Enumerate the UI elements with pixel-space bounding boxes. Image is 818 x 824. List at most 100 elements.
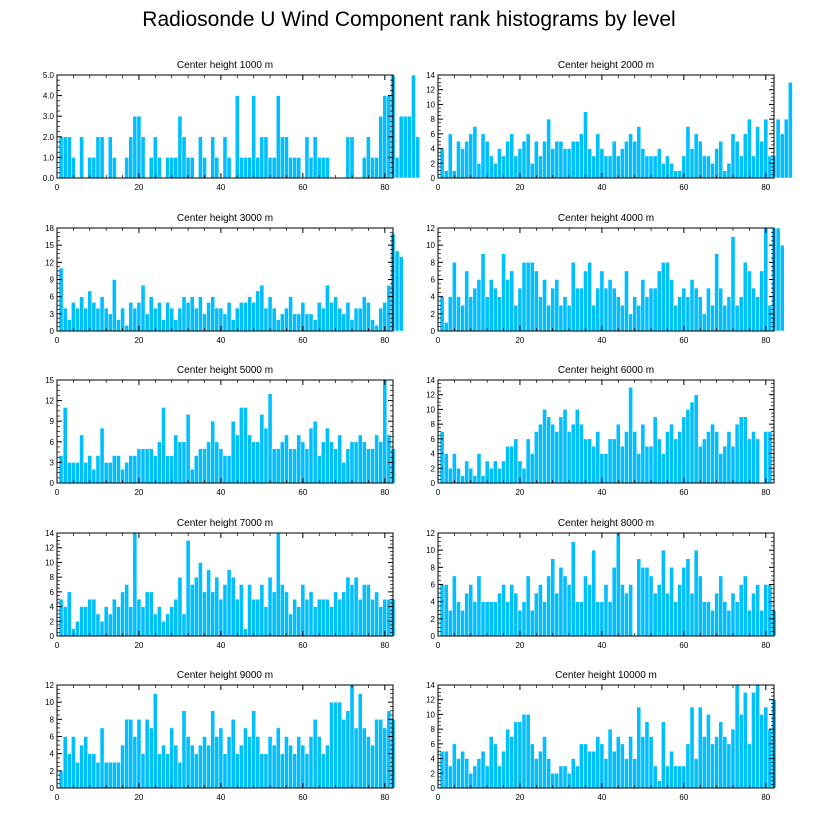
histogram-bar	[755, 684, 760, 789]
histogram-bar	[472, 126, 478, 179]
histogram-bar	[759, 714, 765, 789]
histogram-bar	[308, 313, 314, 332]
x-tick-label: 40	[216, 488, 225, 497]
x-tick-label: 0	[436, 336, 441, 345]
histogram-bar	[464, 460, 469, 484]
histogram-bar	[714, 592, 719, 637]
histogram-bar	[697, 296, 703, 332]
panel-title: Center height 1000 m	[177, 60, 273, 71]
histogram-bar	[234, 598, 240, 637]
histogram-bar	[394, 157, 400, 179]
histogram-bar	[194, 576, 199, 637]
histogram-bar	[447, 133, 453, 179]
histogram-bar	[501, 584, 506, 637]
histogram-panel: 0 2 4 6 8 10 12 14 0 20 40 60 80 Center height 7000 m	[45, 518, 396, 650]
histogram-bar	[259, 284, 265, 332]
histogram-bar	[247, 434, 252, 484]
histogram-bar	[611, 567, 617, 637]
y-tick-label: 0	[431, 784, 436, 793]
histogram-bar	[341, 591, 347, 637]
histogram-bar	[206, 569, 211, 637]
histogram-bar	[550, 287, 556, 332]
x-tick-label: 20	[515, 183, 524, 192]
histogram-bar	[517, 721, 523, 789]
histogram-bar	[316, 302, 322, 332]
histogram-bar	[488, 279, 494, 332]
histogram-bar	[615, 736, 621, 789]
histogram-bar	[480, 133, 486, 179]
histogram-bar	[337, 598, 343, 637]
histogram-bar	[124, 719, 129, 789]
histogram-bar	[370, 744, 375, 789]
histogram-bar	[284, 136, 289, 179]
histogram-bar	[226, 736, 232, 789]
histogram-bar	[534, 140, 539, 179]
histogram-bar	[312, 319, 318, 332]
histogram-bar	[333, 296, 338, 332]
histogram-bar	[99, 427, 105, 484]
histogram-bar	[58, 455, 64, 484]
histogram-bar	[681, 416, 687, 484]
histogram-bar	[624, 431, 629, 484]
x-tick-label: 60	[679, 183, 688, 192]
histogram-bar	[603, 584, 609, 637]
histogram-bar	[591, 155, 597, 179]
x-tick-label: 40	[216, 183, 225, 192]
histogram-bar	[83, 462, 88, 484]
histogram-bar	[468, 133, 474, 179]
histogram-bar	[615, 296, 621, 332]
histogram-bar	[525, 575, 531, 637]
x-tick-label: 0	[436, 641, 441, 650]
histogram-bar	[120, 307, 125, 332]
histogram-bar	[214, 157, 220, 179]
y-tick-label: 15	[45, 376, 54, 385]
histogram-bar	[321, 157, 326, 179]
histogram-bar	[148, 727, 154, 789]
histogram-bar	[636, 453, 642, 484]
histogram-bar	[591, 549, 597, 637]
histogram-bar	[509, 445, 515, 484]
x-tick-label: 20	[134, 488, 143, 497]
histogram-panel: 0 2 4 6 8 10 12 14 0 20 40 60 80 Center height 6000 m	[426, 365, 775, 497]
x-tick-label: 80	[761, 183, 770, 192]
histogram-bar	[341, 462, 347, 484]
histogram-bar	[648, 575, 654, 637]
histogram-bar	[398, 256, 404, 332]
histogram-bar	[288, 296, 293, 332]
histogram-bar	[620, 445, 625, 484]
histogram-bar	[275, 319, 281, 332]
histogram-bar	[501, 460, 506, 484]
histogram-bar	[456, 296, 461, 332]
histogram-bar	[173, 434, 179, 484]
histogram-bar	[579, 743, 584, 789]
histogram-bar	[325, 598, 330, 637]
x-tick-label: 60	[298, 488, 307, 497]
histogram-bar	[755, 584, 760, 637]
histogram-bar	[579, 601, 584, 637]
histogram-bar	[177, 576, 183, 637]
histogram-bar	[464, 140, 469, 179]
histogram-bar	[267, 736, 273, 789]
histogram-bar	[656, 584, 662, 637]
histogram-bar	[497, 468, 502, 484]
histogram-bar	[665, 262, 670, 332]
y-tick-label: 6	[431, 130, 436, 139]
histogram-bar	[312, 136, 318, 179]
histogram-bar	[345, 448, 351, 484]
histogram-panel: 0 2 4 6 8 10 12 0 20 40 60 80 Center height 9000 m	[45, 670, 396, 802]
histogram-bar	[370, 157, 375, 179]
histogram-bar	[374, 591, 379, 637]
x-tick-label: 20	[134, 183, 143, 192]
histogram-bar	[443, 584, 449, 637]
x-tick-label: 60	[679, 793, 688, 802]
histogram-bar	[747, 610, 752, 637]
histogram-bar	[763, 431, 769, 484]
histogram-bar	[91, 598, 97, 637]
histogram-bar	[140, 284, 146, 332]
histogram-bar	[579, 133, 584, 179]
histogram-bar	[230, 319, 236, 332]
histogram-bar	[726, 610, 732, 637]
histogram-bar	[722, 305, 728, 332]
histogram-bar	[325, 157, 330, 179]
histogram-bar	[370, 319, 375, 332]
